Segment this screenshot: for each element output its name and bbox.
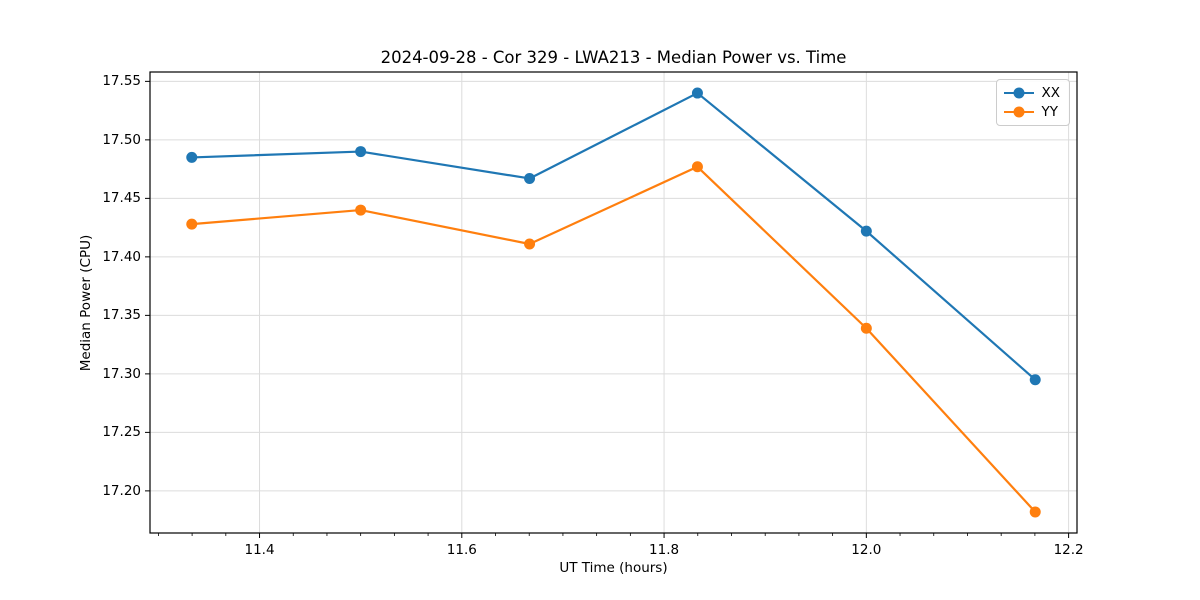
legend-sample-dot xyxy=(1013,87,1024,99)
data-point-YY xyxy=(355,204,367,216)
data-point-XX xyxy=(1029,374,1041,386)
x-tick-label: 12.0 xyxy=(851,542,882,558)
chart-title: 2024-09-28 - Cor 329 - LWA213 - Median P… xyxy=(380,48,847,67)
legend-label: YY xyxy=(1041,104,1059,120)
data-point-YY xyxy=(524,238,536,250)
y-axis-label: Median Power (CPU) xyxy=(78,234,94,371)
legend-sample-dot xyxy=(1013,106,1024,118)
y-tick-label: 17.45 xyxy=(102,190,141,207)
y-tick-label: 17.25 xyxy=(102,424,141,441)
x-axis-label: UT Time (hours) xyxy=(559,560,668,576)
legend-line-marker-sample xyxy=(1003,87,1034,99)
y-tick-label: 17.55 xyxy=(102,73,141,90)
data-point-XX xyxy=(355,146,367,158)
data-point-XX xyxy=(860,225,872,237)
data-point-YY xyxy=(691,161,703,173)
x-tick-label: 11.4 xyxy=(244,542,275,558)
x-tick-label: 12.2 xyxy=(1053,542,1084,558)
data-series-XX xyxy=(190,91,1037,381)
data-point-XX xyxy=(186,151,198,163)
data-series-YY xyxy=(190,165,1037,514)
legend-item-YY: YY xyxy=(1003,104,1061,120)
data-point-YY xyxy=(1029,506,1041,518)
y-tick-label: 17.35 xyxy=(102,307,141,324)
legend-item-XX: XX xyxy=(1003,85,1061,101)
plot-border xyxy=(149,71,1078,534)
y-tick-label: 17.40 xyxy=(102,248,141,265)
y-tick-label: 17.30 xyxy=(102,365,141,382)
data-point-XX xyxy=(524,172,536,184)
x-tick-label: 11.8 xyxy=(649,542,680,558)
legend: XX YY xyxy=(995,79,1070,126)
data-point-YY xyxy=(186,218,198,230)
x-tick-label: 11.6 xyxy=(446,542,477,558)
legend-line-marker-sample xyxy=(1003,106,1034,118)
y-tick-label: 17.20 xyxy=(102,482,141,499)
data-point-YY xyxy=(860,322,872,334)
data-point-XX xyxy=(691,87,703,99)
legend-label: XX xyxy=(1041,85,1061,101)
y-tick-label: 17.50 xyxy=(102,131,141,148)
